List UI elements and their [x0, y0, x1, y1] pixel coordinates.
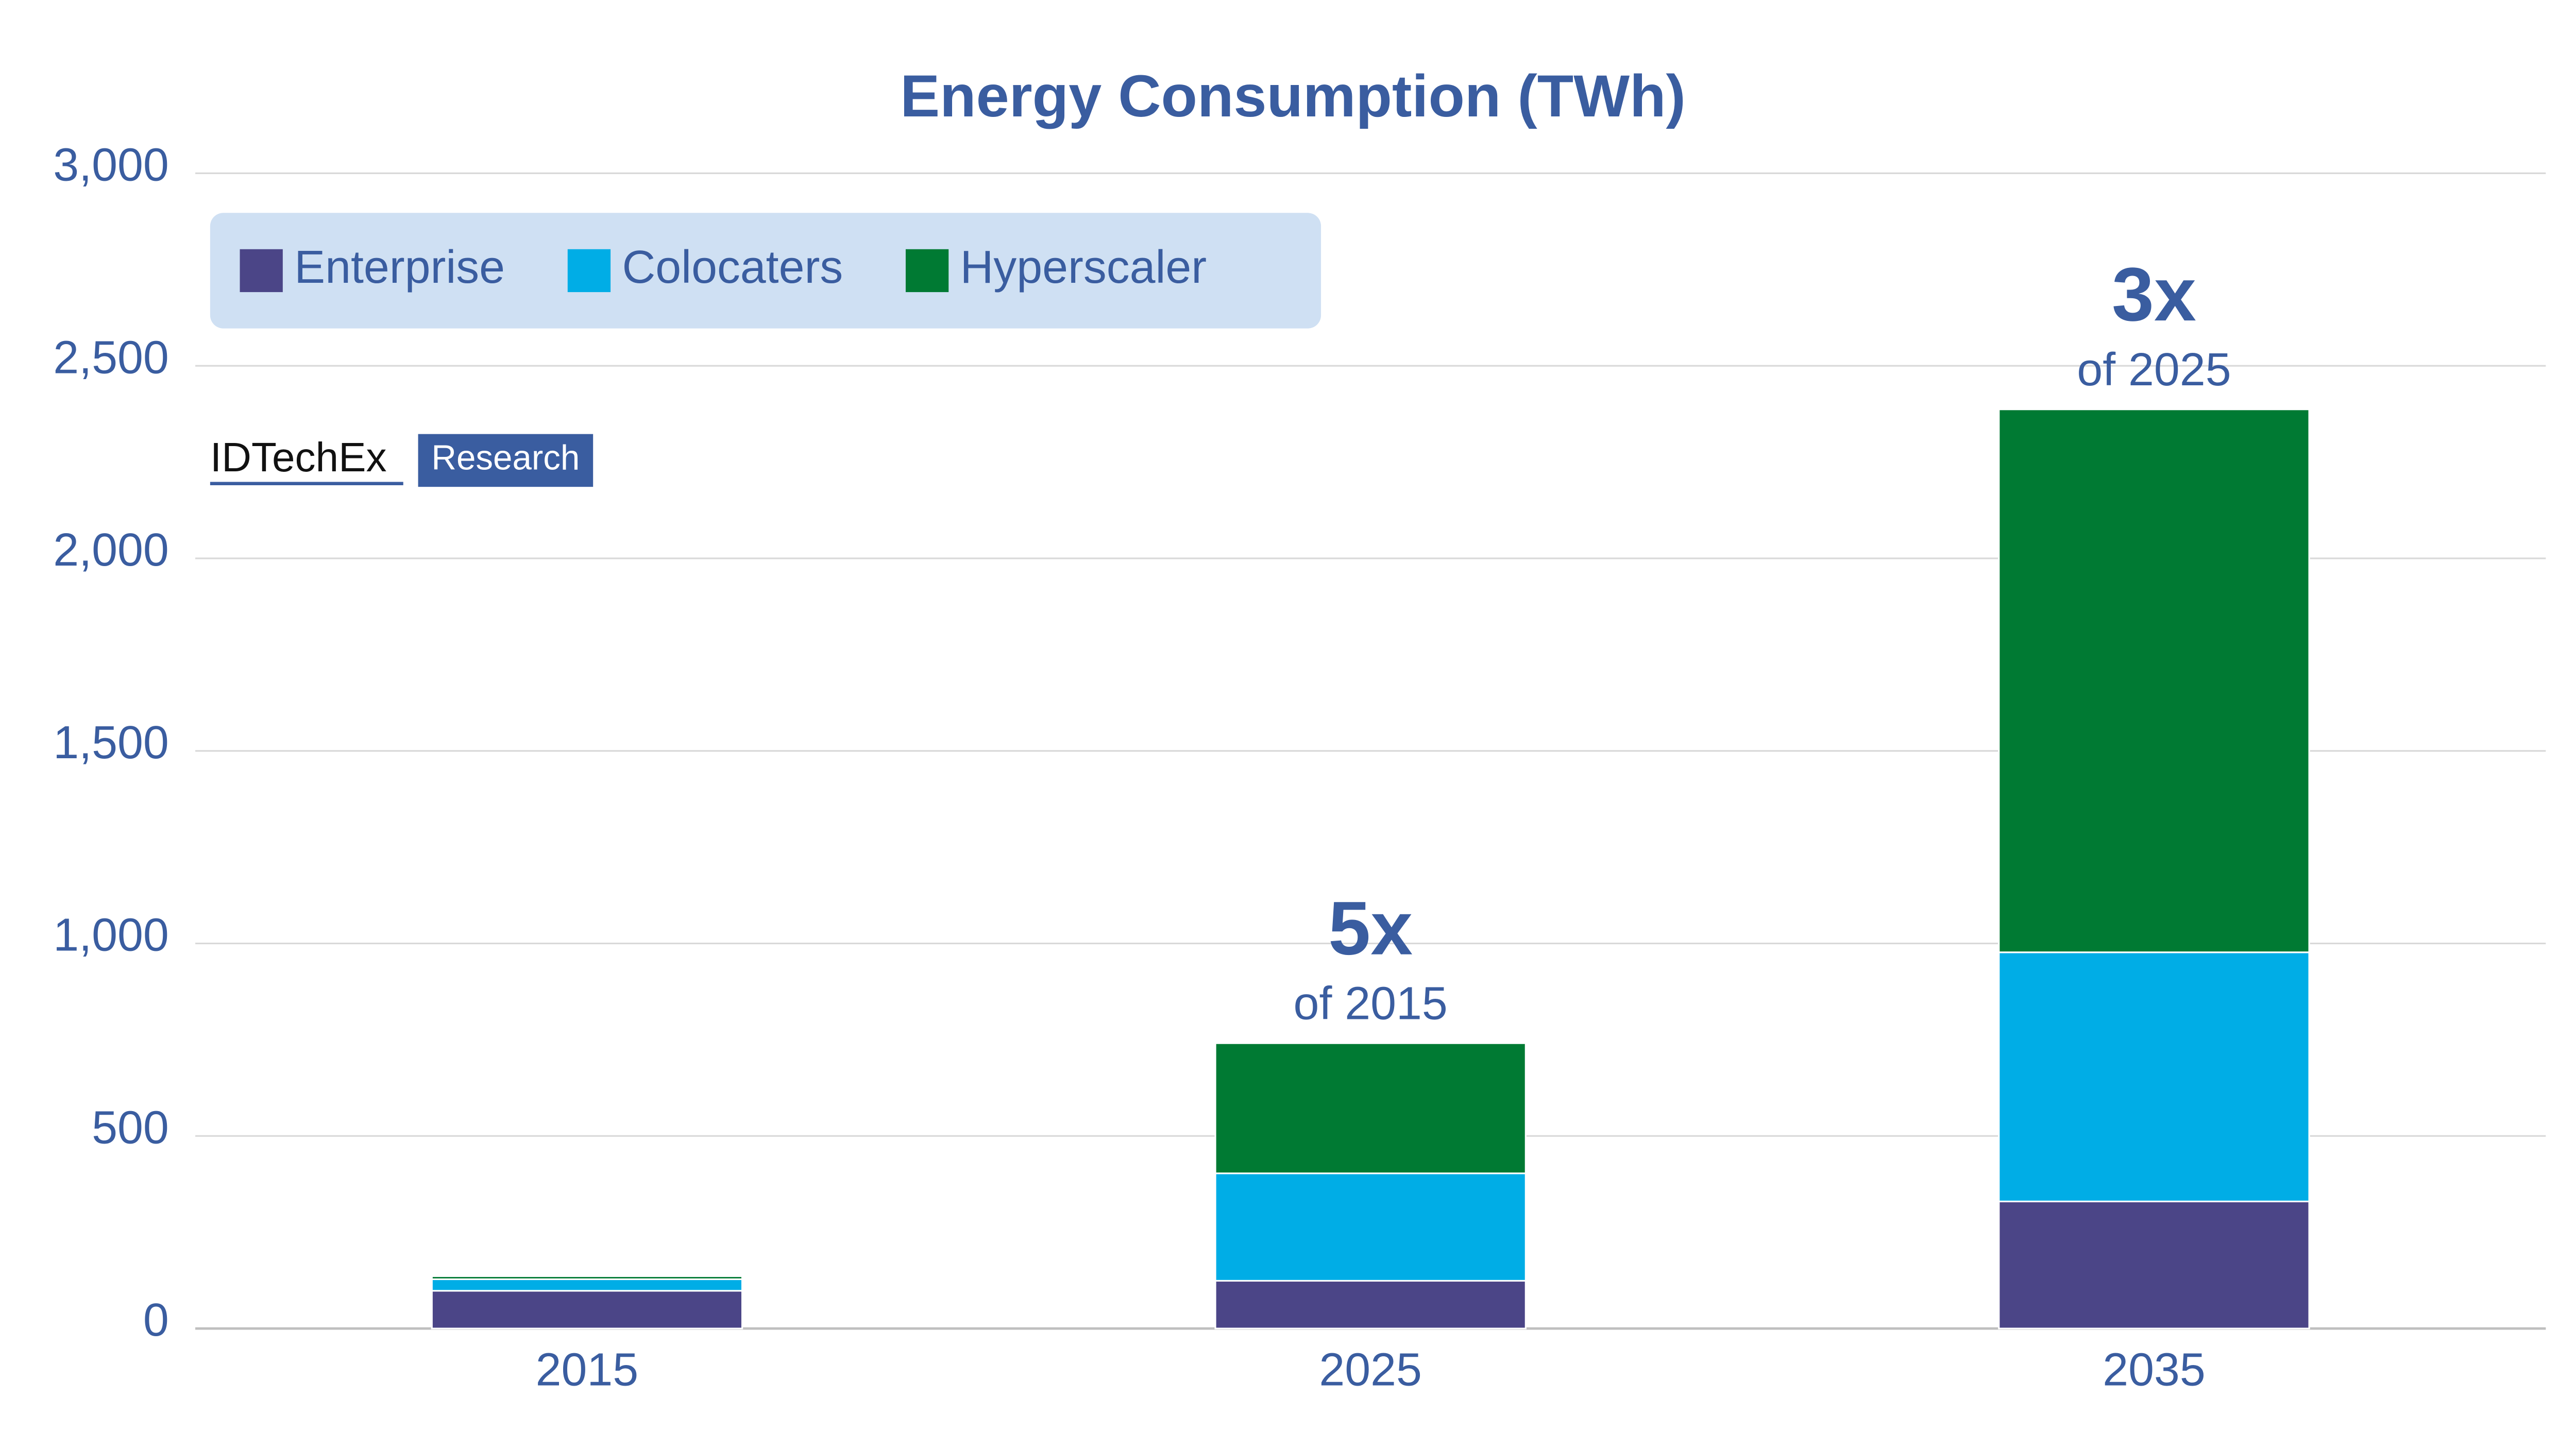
bar-segment	[1214, 1042, 1527, 1174]
annotation-label: 3x	[2112, 252, 2196, 337]
legend-swatch	[905, 249, 949, 293]
bar-segment	[1998, 951, 2310, 1203]
bar-segment	[431, 1290, 743, 1329]
legend-label: Enterprise	[294, 242, 505, 293]
legend-swatch	[240, 249, 283, 293]
annotation-note: of 2025	[2077, 344, 2231, 396]
bar-segment	[431, 1275, 743, 1281]
x-tick-label: 2015	[536, 1344, 639, 1395]
chart-title: Energy Consumption (TWh)	[900, 63, 1686, 129]
y-tick-label: 1,500	[53, 717, 168, 769]
y-tick-label: 500	[92, 1102, 169, 1153]
y-tick-label: 3,000	[53, 139, 168, 191]
bar-segment	[1998, 408, 2310, 953]
bar-segment	[1998, 1200, 2310, 1329]
logo-tag-box	[418, 434, 594, 487]
x-tick-label: 2035	[2103, 1344, 2206, 1395]
legend-label: Hyperscaler	[960, 242, 1207, 293]
legend-swatch	[567, 249, 611, 293]
bar-segment	[431, 1278, 743, 1292]
y-tick-label: 0	[143, 1294, 169, 1346]
y-tick-label: 1,000	[53, 910, 168, 961]
logo-tag: Research	[431, 439, 580, 478]
legend-box	[210, 213, 1321, 329]
y-tick-label: 2,000	[53, 524, 168, 576]
y-tick-label: 2,500	[53, 332, 168, 383]
x-tick-label: 2025	[1319, 1344, 1422, 1395]
bar-segment	[1214, 1172, 1527, 1282]
annotation-label: 5x	[1328, 887, 1413, 971]
annotation-note: of 2015	[1294, 978, 1448, 1029]
bar-segment	[1214, 1280, 1527, 1329]
legend-label: Colocaters	[622, 242, 843, 293]
logo-name: IDTechEx	[210, 434, 387, 480]
